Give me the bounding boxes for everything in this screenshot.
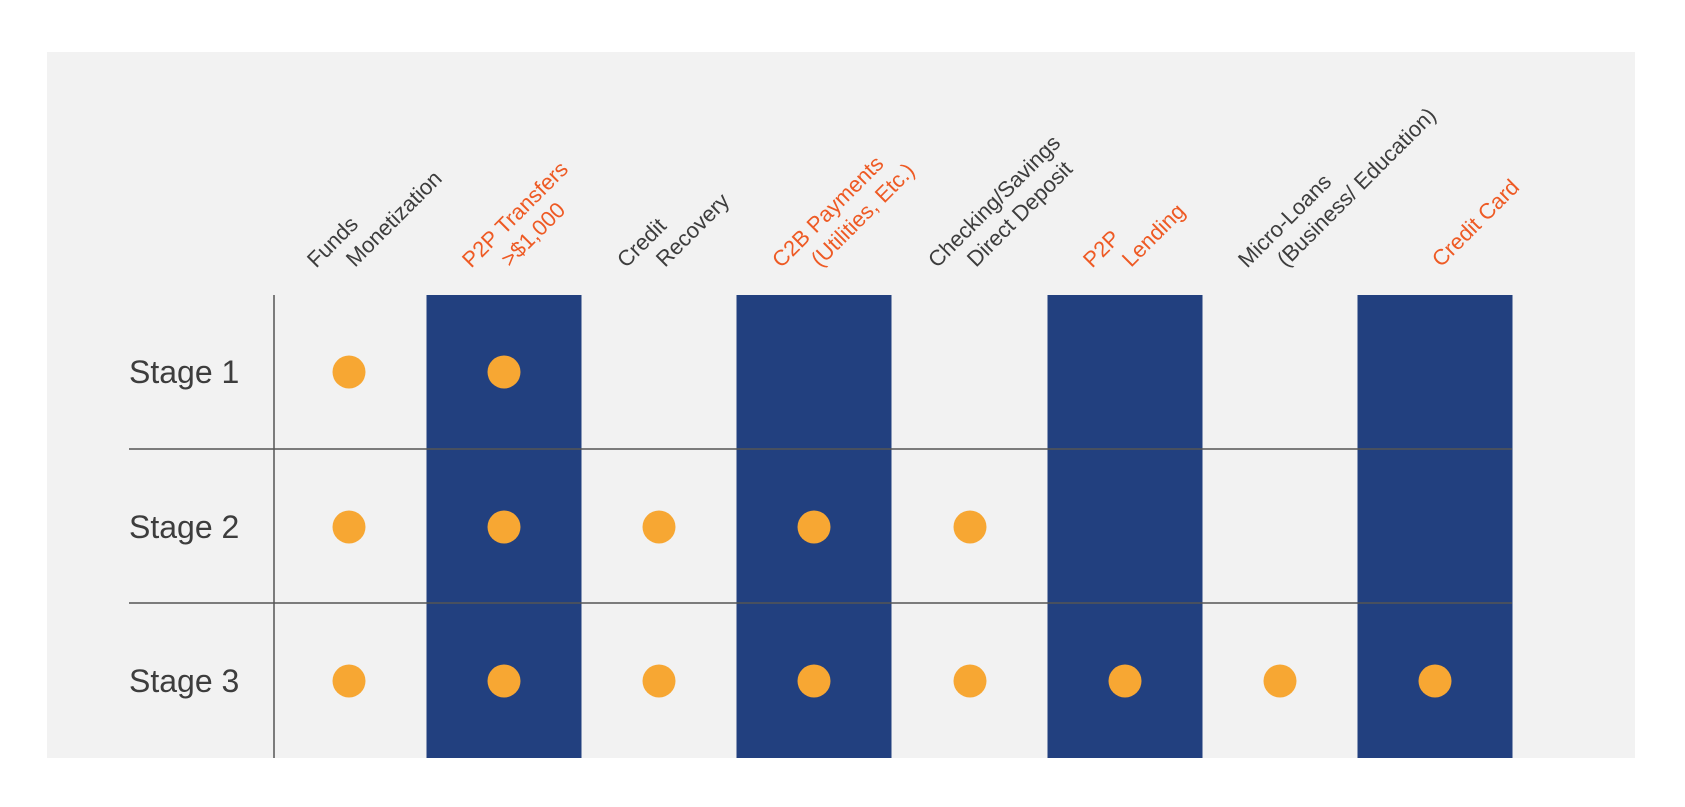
- row-label-stage-1: Stage 1: [129, 354, 239, 390]
- column-header-2: P2P Transfers>$1,000: [457, 156, 573, 272]
- column-header-7-line-2: (Business/ Education): [1272, 103, 1441, 272]
- dot-stage-3-col-1: [332, 664, 366, 698]
- column-header-8-line-1: Credit Card: [1427, 174, 1524, 271]
- column-header-6-line-1: P2P: [1078, 225, 1125, 272]
- dot-stage-3-col-7: [1263, 664, 1297, 698]
- column-header-1-line-2: Monetization: [341, 166, 447, 272]
- dot-stage-3-col-6: [1108, 664, 1142, 698]
- column-header-7: Micro-Loans(Business/ Education): [1233, 103, 1441, 273]
- dot-stage-3-col-5: [953, 664, 987, 698]
- dot-stage-1-col-1: [332, 355, 366, 389]
- dot-stage-2-col-5: [953, 510, 987, 544]
- dot-stage-3-col-2: [487, 664, 521, 698]
- dot-stage-2-col-4: [797, 510, 831, 544]
- dot-stage-3-col-3: [642, 664, 676, 698]
- column-header-6-line-2: Lending: [1117, 198, 1190, 271]
- row-label-stage-3: Stage 3: [129, 663, 239, 699]
- column-header-8: Credit Card: [1427, 174, 1524, 271]
- dot-stage-2-col-2: [487, 510, 521, 544]
- dot-stage-1-col-2: [487, 355, 521, 389]
- dot-stage-2-col-1: [332, 510, 366, 544]
- dot-stage-3-col-8: [1418, 664, 1452, 698]
- column-header-4: C2B Payments(Utilities, Etc.): [767, 151, 920, 272]
- row-label-stage-2: Stage 2: [129, 509, 239, 545]
- dot-stage-3-col-4: [797, 664, 831, 698]
- dot-stage-2-col-3: [642, 510, 676, 544]
